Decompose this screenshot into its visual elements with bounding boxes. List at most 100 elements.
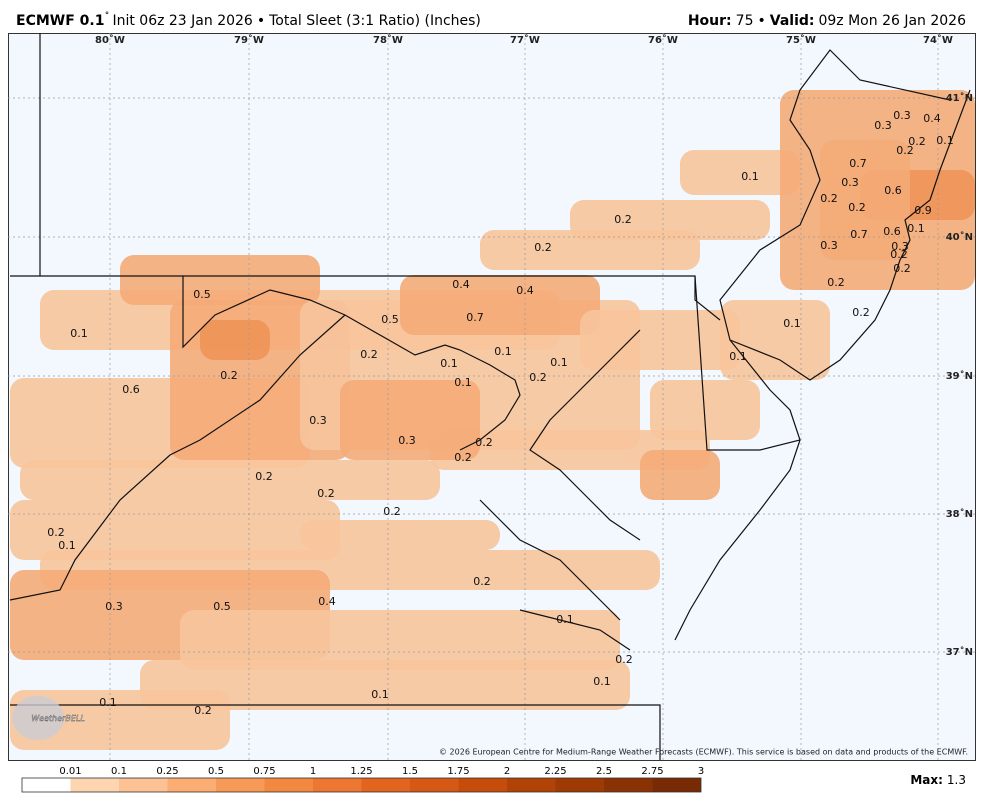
colorbar-segment bbox=[22, 778, 71, 792]
colorbar-segment bbox=[507, 778, 556, 792]
point-label: 0.1 bbox=[99, 696, 117, 709]
point-label: 0.2 bbox=[360, 348, 378, 361]
point-label: 0.6 bbox=[884, 184, 902, 197]
point-label: 0.2 bbox=[615, 653, 633, 666]
precip-area bbox=[640, 450, 720, 500]
point-label: 0.9 bbox=[914, 204, 932, 217]
colorbar-segment bbox=[313, 778, 362, 792]
point-label: 0.2 bbox=[614, 213, 632, 226]
point-label: 0.1 bbox=[494, 345, 512, 358]
point-label: 0.3 bbox=[893, 109, 911, 122]
point-label: 0.2 bbox=[908, 135, 926, 148]
colorbar-segment bbox=[167, 778, 216, 792]
lon-label: 74˚W bbox=[923, 34, 953, 46]
model-suffix: ˚ bbox=[104, 11, 109, 23]
point-label: 0.2 bbox=[317, 487, 335, 500]
point-label: 0.2 bbox=[473, 575, 491, 588]
point-label: 0.2 bbox=[383, 505, 401, 518]
colorbar-tick-label: 1.5 bbox=[402, 766, 418, 777]
point-label: 0.7 bbox=[466, 311, 484, 324]
point-label: 0.1 bbox=[783, 317, 801, 330]
colorbar-tick-label: 0.75 bbox=[253, 766, 275, 777]
max-text: Max: 1.3 bbox=[910, 773, 966, 787]
lon-label: 79˚W bbox=[234, 34, 264, 46]
precip-area bbox=[140, 660, 630, 710]
point-label: 0.2 bbox=[220, 369, 238, 382]
precip-area bbox=[300, 520, 500, 550]
point-label: 0.1 bbox=[556, 613, 574, 626]
point-label: 0.2 bbox=[255, 470, 273, 483]
point-label: 0.2 bbox=[848, 201, 866, 214]
bullet: • bbox=[757, 13, 765, 29]
colorbar-tick-label: 2.75 bbox=[641, 766, 663, 777]
point-label: 0.2 bbox=[820, 192, 838, 205]
point-label: 0.2 bbox=[475, 436, 493, 449]
colorbar-segment bbox=[119, 778, 168, 792]
logo-globe bbox=[12, 696, 64, 740]
bullet: • bbox=[257, 13, 265, 29]
point-label: 0.3 bbox=[309, 414, 327, 427]
point-label: 0.6 bbox=[122, 383, 140, 396]
lon-label: 78˚W bbox=[373, 34, 403, 46]
colorbar-tick-label: 0.1 bbox=[111, 766, 127, 777]
borders bbox=[9, 33, 971, 760]
max-value: 1.3 bbox=[947, 773, 966, 787]
precip-areas bbox=[10, 90, 975, 750]
colorbar-tick-label: 0.01 bbox=[59, 766, 81, 777]
model: ECMWF 0.1 bbox=[16, 13, 104, 29]
point-label: 0.1 bbox=[371, 688, 389, 701]
point-label: 0.5 bbox=[213, 600, 231, 613]
colorbar-tick-label: 0.5 bbox=[208, 766, 224, 777]
lon-label: 80˚W bbox=[95, 34, 125, 46]
lat-label: 40˚N bbox=[946, 231, 973, 243]
point-label: 0.2 bbox=[529, 371, 547, 384]
point-label: 0.3 bbox=[841, 176, 859, 189]
colorbar-segment bbox=[652, 778, 701, 792]
colorbar-segment bbox=[604, 778, 653, 792]
lon-label: 77˚W bbox=[510, 34, 540, 46]
point-label: 0.7 bbox=[850, 228, 868, 241]
point-label: 0.4 bbox=[923, 112, 941, 125]
colorbar-frame bbox=[21, 777, 702, 793]
colorbar-segment bbox=[216, 778, 265, 792]
product: Total Sleet (3:1 Ratio) (Inches) bbox=[268, 13, 481, 29]
point-label: 0.2 bbox=[893, 262, 911, 275]
header-valid: Hour: 75 • Valid: 09z Mon 26 Jan 2026 bbox=[688, 13, 966, 29]
colorbar-tick-label: 0.25 bbox=[156, 766, 178, 777]
point-label: 0.4 bbox=[516, 284, 534, 297]
point-label: 0.2 bbox=[890, 248, 908, 261]
point-label: 0.2 bbox=[896, 144, 914, 157]
va-wv-border bbox=[9, 276, 521, 601]
precip-area bbox=[430, 430, 710, 470]
valid-label: Valid: bbox=[770, 13, 815, 29]
point-label: 0.3 bbox=[398, 434, 416, 447]
precip-area bbox=[120, 255, 320, 305]
point-label: 0.1 bbox=[454, 376, 472, 389]
point-label: 0.1 bbox=[58, 539, 76, 552]
header-model: ECMWF 0.1˚ Init 06z 23 Jan 2026 • Total Sle… bbox=[16, 11, 481, 29]
point-label: 0.3 bbox=[820, 239, 838, 252]
hour-label: Hour: bbox=[688, 13, 732, 29]
colorbar-segment bbox=[264, 778, 313, 792]
colorbar-tick-label: 2 bbox=[504, 766, 510, 777]
colorbar-tick-label: 2.5 bbox=[596, 766, 612, 777]
point-label: 0.3 bbox=[105, 600, 123, 613]
hour: 75 bbox=[736, 13, 754, 29]
point-label: 0.2 bbox=[852, 306, 870, 319]
max-label: Max: bbox=[910, 773, 943, 787]
point-label: 0.5 bbox=[193, 288, 211, 301]
point-label: 0.3 bbox=[891, 240, 909, 253]
precip-area bbox=[720, 300, 830, 380]
colorbar-segment bbox=[70, 778, 119, 792]
precip-area bbox=[180, 610, 620, 670]
point-label: 0.7 bbox=[849, 157, 867, 170]
precip-area bbox=[10, 500, 340, 560]
precip-area bbox=[680, 150, 800, 195]
colorbar-tick-label: 3 bbox=[698, 766, 704, 777]
point-label: 0.1 bbox=[70, 327, 88, 340]
point-label: 0.2 bbox=[194, 704, 212, 717]
precip-area bbox=[200, 320, 270, 360]
point-label: 0.6 bbox=[883, 225, 901, 238]
point-label: 0.2 bbox=[454, 451, 472, 464]
